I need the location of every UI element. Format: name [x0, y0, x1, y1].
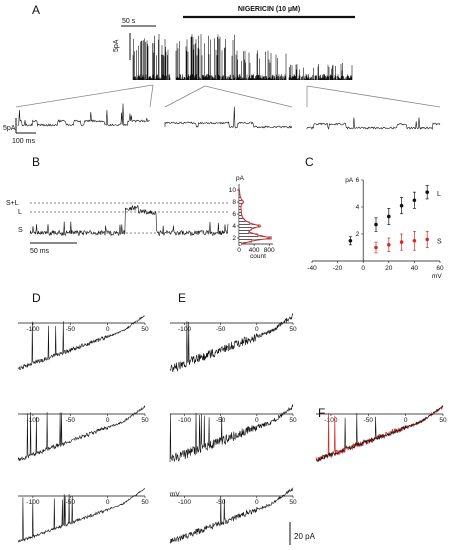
level-label-l: L [18, 209, 22, 216]
e3-trace [169, 487, 294, 544]
c-xtick-label: 60 [436, 265, 444, 272]
iv-scatter-chart: -40 -20 0 20 40 60 2 4 6pA mV L S [307, 177, 444, 280]
d2-xtick-label: -100 [26, 417, 39, 424]
overview-trace [132, 34, 353, 80]
panel-a-label: A [32, 3, 40, 17]
d3-xtick-label: 0 [106, 499, 110, 506]
c-point-s [374, 245, 378, 250]
e1-xtick-label: 50 [289, 326, 297, 333]
zoom-trace-nigericin-late [306, 117, 441, 130]
c-point-l [387, 214, 391, 219]
c-ytick-label: 4 [356, 204, 360, 211]
panel-b-label: B [32, 155, 40, 169]
zoom-trace-baseline [17, 103, 150, 127]
e-x-unit: mV [170, 491, 180, 498]
amplitude-histogram: 2 4 6 8 10 0 400 800 [229, 184, 275, 254]
c-xtick-label: 20 [385, 265, 393, 272]
hist-ytick-label: 4 [232, 223, 236, 230]
hist-xlabel: count [250, 253, 266, 260]
e2-xtick-label: -100 [178, 417, 191, 424]
e2-trace [169, 404, 294, 463]
level-label-s-plus-l: S+L [6, 200, 19, 207]
zoom-connectors [15, 84, 441, 108]
hist-xtick-label: 800 [264, 247, 275, 254]
e1-trace [169, 313, 294, 372]
zoom-current-scale-label: 5pA [3, 125, 16, 132]
c-point-s [399, 240, 404, 244]
iv-ramp-panels: -100 -50 0 50 -100 -50 0 50 -100 -50 0 50 -100 -50 0 50… [17, 313, 447, 544]
c-xtick-label: 40 [411, 265, 419, 272]
d3-xtick-label: -50 [66, 499, 76, 506]
e3-xtick-label: -100 [178, 499, 191, 506]
hist-bar [238, 242, 242, 246]
hist-ytick-label: 8 [232, 199, 236, 206]
f-trace-red [315, 404, 444, 463]
e2-xtick-label: -50 [216, 417, 226, 424]
current-scalebar-label: 20 pA [294, 532, 316, 541]
e3-xtick-label: 0 [255, 499, 259, 506]
hist-ytick-label: 2 [232, 235, 236, 242]
d1-xtick-label: -50 [66, 326, 76, 333]
hist-xtick-label: 400 [249, 247, 260, 254]
hist-fit-curve [238, 189, 272, 245]
f-xtick-label: 0 [404, 417, 408, 424]
panel-d-label: D [32, 291, 41, 305]
c-xtick-label: -20 [333, 265, 343, 272]
f-xtick-label: -50 [364, 417, 374, 424]
d3-trace [17, 488, 146, 543]
c-point-l [412, 198, 417, 203]
c-xtick-label: -40 [307, 265, 317, 272]
c-ytick-label: 6 [356, 177, 360, 184]
d2-xtick-label: -50 [66, 417, 76, 424]
panel-c-label: C [305, 155, 314, 169]
d1-xtick-label: -100 [26, 326, 39, 333]
c-ytick-label: 2 [356, 231, 360, 238]
f-xtick-label: 50 [439, 417, 447, 424]
d3-xtick-label: 50 [141, 499, 149, 506]
c-point-l [374, 222, 378, 227]
c-ylabel: pA [345, 177, 354, 184]
level-label-s: S [18, 227, 23, 234]
d2-xtick-label: 50 [141, 417, 149, 424]
d1-xtick-label: 0 [106, 326, 110, 333]
c-xlabel: mV [432, 273, 442, 280]
c-point-s [412, 238, 417, 243]
d1-xtick-label: 50 [141, 326, 149, 333]
d2-xtick-label: 0 [106, 417, 110, 424]
e1-xtick-label: -50 [216, 326, 226, 333]
c-series-label-s: S [437, 238, 442, 245]
e2-xtick-label: 0 [255, 417, 259, 424]
d2-trace [17, 405, 146, 462]
e1-xtick-label: 0 [255, 326, 259, 333]
c-point-l [399, 203, 404, 208]
c-point-s [425, 237, 430, 242]
e2-xtick-label: 50 [289, 417, 297, 424]
hist-xtick-label: 0 [237, 247, 241, 254]
c-point-l [425, 190, 430, 194]
f-trace [315, 405, 444, 462]
a-current-scale-label: 5pA [113, 39, 120, 52]
e3-xtick-label: 50 [289, 499, 297, 506]
drug-label: NIGERICIN (10 µM) [238, 6, 300, 13]
c-series-label-l: L [437, 191, 441, 198]
d1-trace [17, 315, 145, 371]
single-channel-trace [29, 204, 229, 237]
panel-e-label: E [178, 291, 186, 305]
c-point-s [387, 243, 391, 247]
zoom-trace-nigericin-early [164, 106, 292, 129]
e1-xtick-label: -100 [178, 326, 191, 333]
b-time-scale-label: 50 ms [30, 248, 50, 255]
c-xtick-label: 0 [361, 265, 365, 272]
hist-ylabel: pA [236, 175, 245, 182]
a-time-scale-label: 50 s [122, 18, 136, 25]
panel-f-label: F [318, 406, 325, 420]
hist-bar [238, 227, 252, 231]
f-xtick-label: -100 [324, 417, 337, 424]
hist-ytick-label: 6 [232, 211, 236, 218]
c-point-l [348, 238, 353, 243]
hist-ytick-label: 10 [229, 187, 237, 194]
hist-bar [238, 230, 250, 234]
zoom-time-scale-label: 100 ms [12, 138, 35, 145]
